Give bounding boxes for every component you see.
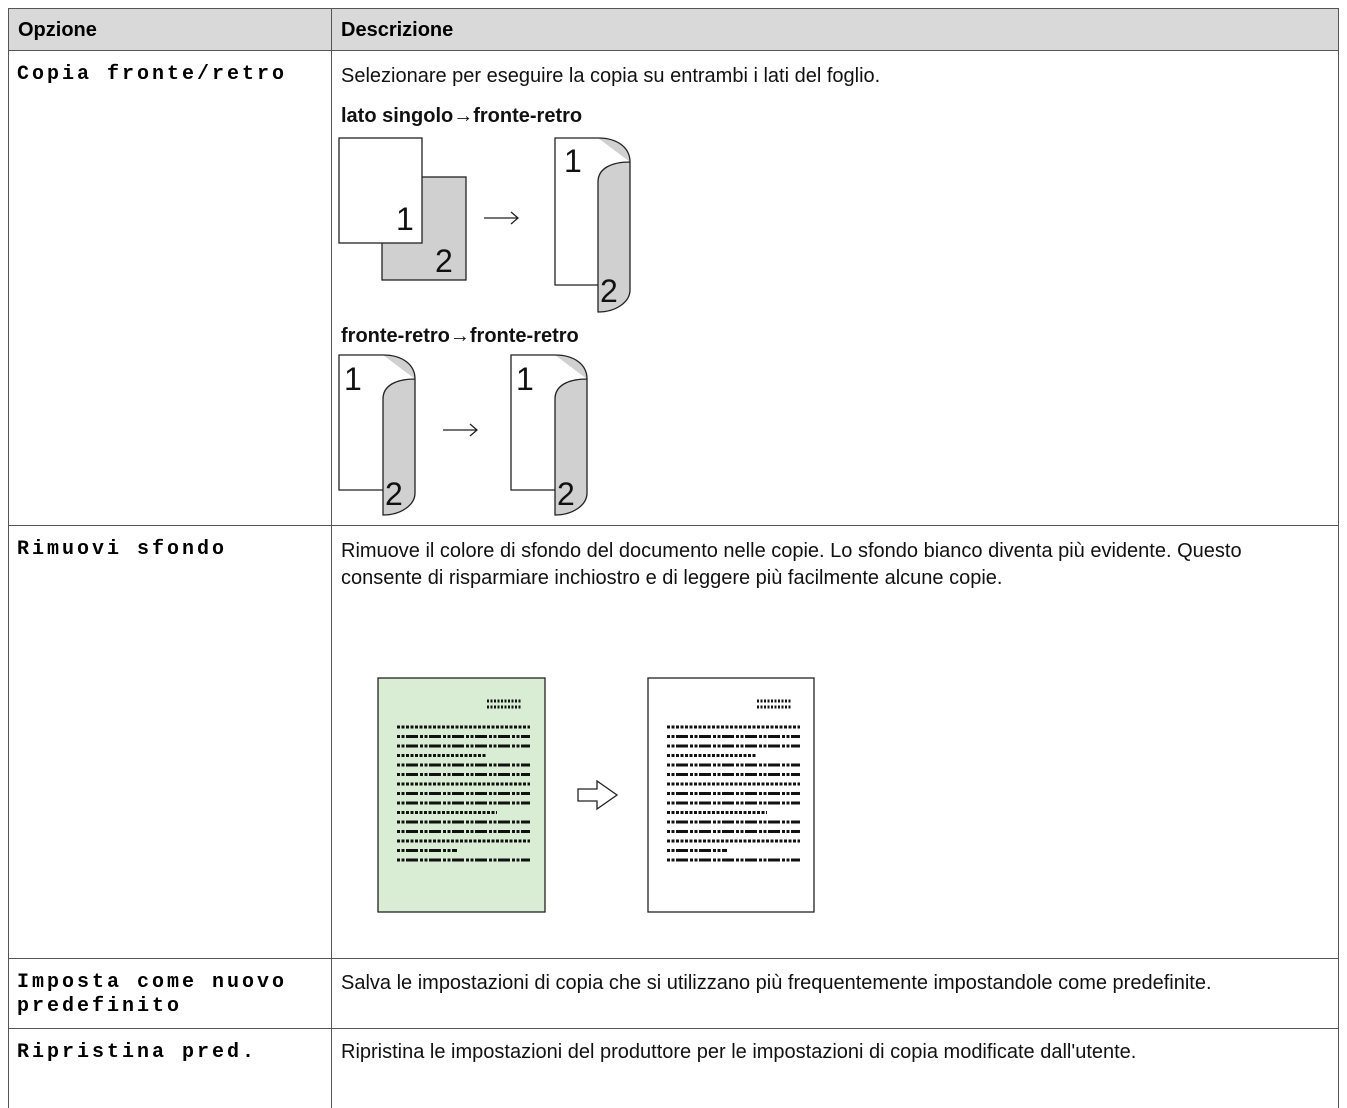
folded-back — [554, 354, 588, 516]
subheading: fronte-retro→fronte-retro — [341, 325, 579, 347]
option-cell: Imposta come nuovo predefinito — [8, 958, 331, 1028]
folded-page — [554, 137, 598, 286]
page-number: 1 — [516, 361, 534, 397]
description: Ripristina le impostazioni del produttor… — [341, 1041, 1137, 1063]
folded-back — [382, 354, 416, 516]
folded-page — [510, 354, 555, 491]
description-cell: Selezionare per eseguire la copia su ent… — [331, 50, 1339, 525]
arrow — [443, 423, 478, 437]
folded-page — [338, 354, 383, 491]
header-cell: Descrizione — [331, 8, 1339, 50]
page-number: 2 — [435, 243, 453, 279]
description: Rimuove il colore di sfondo del document… — [341, 540, 1242, 589]
option-cell: Ripristina pred. — [8, 1028, 331, 1108]
page-number: 2 — [385, 476, 403, 512]
header-cell: Opzione — [8, 8, 331, 50]
description: Selezionare per eseguire la copia su ent… — [341, 65, 881, 87]
page-number: 2 — [600, 273, 618, 309]
text-lines — [397, 699, 800, 862]
option-cell: Copia fronte/retro — [8, 50, 331, 525]
description-cell: Salva le impostazioni di copia che si ut… — [331, 958, 1339, 1028]
page-number: 1 — [396, 201, 414, 237]
option-cell: Rimuovi sfondo — [8, 525, 331, 958]
page-front — [338, 137, 423, 244]
description-cell: Rimuove il colore di sfondo del document… — [331, 525, 1339, 958]
arrow — [577, 779, 619, 811]
page-number: 1 — [344, 361, 362, 397]
description: Salva le impostazioni di copia che si ut… — [341, 972, 1212, 994]
page-number: 2 — [557, 476, 575, 512]
folded-back — [597, 137, 631, 313]
arrow — [484, 211, 519, 225]
page-number: 1 — [564, 143, 582, 179]
description-cell: Ripristina le impostazioni del produttor… — [331, 1028, 1339, 1108]
subheading: lato singolo→fronte-retro — [341, 105, 583, 127]
